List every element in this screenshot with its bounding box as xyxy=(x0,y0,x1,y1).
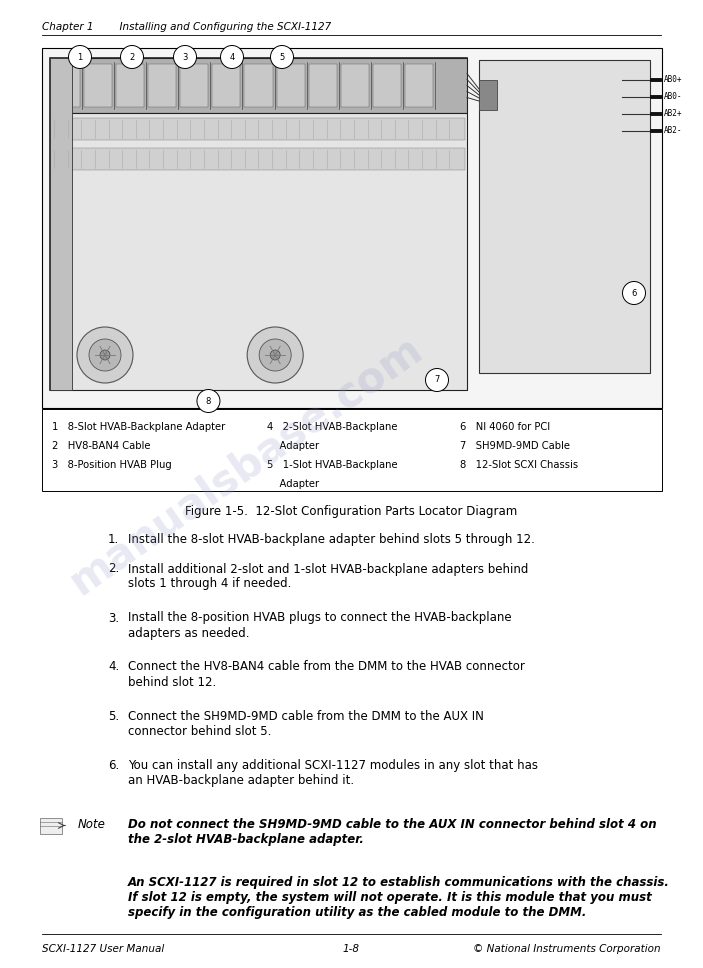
Bar xyxy=(276,64,304,107)
Text: 5.: 5. xyxy=(108,710,119,722)
Bar xyxy=(40,818,62,833)
Text: 7: 7 xyxy=(434,376,439,384)
Bar xyxy=(148,64,176,107)
Bar xyxy=(52,64,80,107)
Circle shape xyxy=(425,369,449,391)
Circle shape xyxy=(120,45,143,69)
Text: You can install any additional SCXI-1127 modules in any slot that has
an HVAB-ba: You can install any additional SCXI-1127… xyxy=(128,759,538,787)
Text: 3   8-Position HVAB Plug: 3 8-Position HVAB Plug xyxy=(52,460,172,470)
Text: 4: 4 xyxy=(229,52,235,62)
Text: Connect the HV8-BAN4 cable from the DMM to the HVAB connector
behind slot 12.: Connect the HV8-BAN4 cable from the DMM … xyxy=(128,660,525,688)
Text: An SCXI-1127 is required in slot 12 to establish communications with the chassis: An SCXI-1127 is required in slot 12 to e… xyxy=(128,875,670,919)
Bar xyxy=(50,58,72,390)
Circle shape xyxy=(100,350,110,360)
Text: Connect the SH9MD-9MD cable from the DMM to the AUX IN
connector behind slot 5.: Connect the SH9MD-9MD cable from the DMM… xyxy=(128,710,484,738)
Text: AB0+: AB0+ xyxy=(664,76,683,84)
Text: Install additional 2-slot and 1-slot HVAB-backplane adapters behind
slots 1 thro: Install additional 2-slot and 1-slot HVA… xyxy=(128,562,529,590)
Text: 2.: 2. xyxy=(108,562,120,576)
Text: AB2-: AB2- xyxy=(664,127,683,136)
Text: Adapter: Adapter xyxy=(267,479,319,489)
Bar xyxy=(42,48,662,408)
Text: 1.: 1. xyxy=(108,533,120,546)
Circle shape xyxy=(622,282,645,305)
Text: 3: 3 xyxy=(182,52,188,62)
Circle shape xyxy=(68,45,91,69)
Bar xyxy=(52,118,465,140)
Text: 6   NI 4060 for PCI: 6 NI 4060 for PCI xyxy=(460,422,550,432)
Text: 3.: 3. xyxy=(108,612,119,624)
Text: 6: 6 xyxy=(631,288,637,297)
Bar xyxy=(52,148,465,170)
Bar xyxy=(116,64,144,107)
Text: AB2+: AB2+ xyxy=(664,109,683,118)
Text: manualsbase.com: manualsbase.com xyxy=(62,327,430,602)
Text: 1   8-Slot HVAB-Backplane Adapter: 1 8-Slot HVAB-Backplane Adapter xyxy=(52,422,225,432)
Bar xyxy=(405,64,433,107)
Circle shape xyxy=(197,389,220,412)
Circle shape xyxy=(259,339,291,371)
Circle shape xyxy=(247,327,303,383)
Text: 7   SH9MD-9MD Cable: 7 SH9MD-9MD Cable xyxy=(460,441,570,451)
Bar xyxy=(341,64,369,107)
Bar xyxy=(212,64,240,107)
Bar xyxy=(84,64,112,107)
Text: Note: Note xyxy=(78,818,106,831)
Text: Chapter 1        Installing and Configuring the SCXI-1127: Chapter 1 Installing and Configuring the… xyxy=(42,22,331,32)
Bar xyxy=(50,58,467,390)
Text: 5   1-Slot HVAB-Backplane: 5 1-Slot HVAB-Backplane xyxy=(267,460,398,470)
Bar xyxy=(245,64,273,107)
Bar xyxy=(50,58,467,113)
Text: 2   HV8-BAN4 Cable: 2 HV8-BAN4 Cable xyxy=(52,441,150,451)
Circle shape xyxy=(271,45,293,69)
Text: Do not connect the SH9MD-9MD cable to the AUX IN connector behind slot 4 on
the : Do not connect the SH9MD-9MD cable to th… xyxy=(128,818,657,845)
Text: 2: 2 xyxy=(129,52,135,62)
Bar xyxy=(180,64,208,107)
Text: 6.: 6. xyxy=(108,759,120,771)
Text: 8: 8 xyxy=(206,397,211,406)
Text: 5: 5 xyxy=(279,52,285,62)
Text: Figure 1-5.  12-Slot Configuration Parts Locator Diagram: Figure 1-5. 12-Slot Configuration Parts … xyxy=(186,505,517,518)
Bar xyxy=(309,64,337,107)
Text: 4.: 4. xyxy=(108,660,120,674)
Circle shape xyxy=(174,45,197,69)
Text: AB0-: AB0- xyxy=(664,93,683,102)
Text: 1-8: 1-8 xyxy=(343,944,360,954)
Text: 1: 1 xyxy=(77,52,83,62)
Circle shape xyxy=(89,339,121,371)
Text: 4   2-Slot HVAB-Backplane: 4 2-Slot HVAB-Backplane xyxy=(267,422,397,432)
Bar xyxy=(373,64,401,107)
Circle shape xyxy=(77,327,133,383)
Bar xyxy=(50,113,467,390)
Bar xyxy=(479,80,497,110)
Text: 8   12-Slot SCXI Chassis: 8 12-Slot SCXI Chassis xyxy=(460,460,578,470)
Text: Install the 8-slot HVAB-backplane adapter behind slots 5 through 12.: Install the 8-slot HVAB-backplane adapte… xyxy=(128,533,535,546)
Circle shape xyxy=(270,350,280,360)
Bar xyxy=(479,60,650,373)
Bar xyxy=(42,409,662,491)
Text: © National Instruments Corporation: © National Instruments Corporation xyxy=(473,944,661,954)
Text: SCXI-1127 User Manual: SCXI-1127 User Manual xyxy=(42,944,165,954)
Text: Install the 8-position HVAB plugs to connect the HVAB-backplane
adapters as need: Install the 8-position HVAB plugs to con… xyxy=(128,612,512,640)
Text: Adapter: Adapter xyxy=(267,441,319,451)
Circle shape xyxy=(221,45,243,69)
